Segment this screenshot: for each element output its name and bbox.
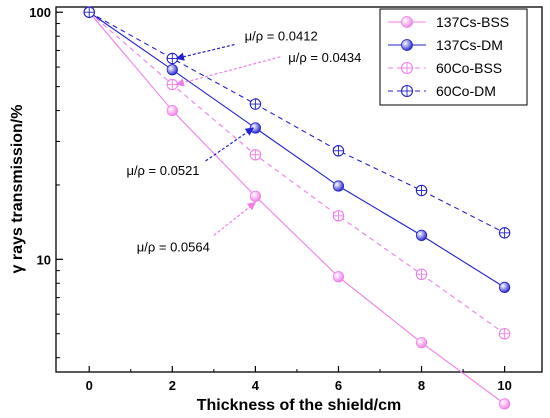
y-tick-label: 10 [37,252,51,267]
legend-item: 137Cs-BSS [388,14,509,30]
data-point [332,145,345,157]
series-layer [83,6,511,410]
series-line [88,11,505,288]
data-point [401,39,413,51]
annotation-arrow [213,201,257,236]
data-point [332,271,345,283]
x-axis: 0 2 4 6 8 10 [86,366,512,393]
legend-item: 60Co-DM [388,83,496,99]
data-point [415,184,428,197]
legend-item: 137Cs-DM [388,37,503,53]
annotation: μ/ρ = 0.0521 [126,127,254,178]
data-point [499,398,511,410]
x-tick-label: 10 [497,378,511,393]
annotation: μ/ρ = 0.0564 [137,201,257,254]
legend-label: 137Cs-BSS [436,14,509,30]
series-60Co-DM [83,6,511,239]
x-axis-title: Thickness of the shield/cm [197,397,402,414]
x-tick-label: 2 [169,378,176,393]
data-point [415,337,428,349]
data-point [166,64,178,76]
x-tick-label: 0 [86,378,93,393]
data-point [400,84,414,98]
annotation: μ/ρ = 0.0412 [175,29,318,61]
legend-label: 137Cs-DM [436,37,503,53]
y-axis: 10 100 [29,5,63,359]
data-point [415,268,428,281]
x-tick-label: 4 [252,378,260,393]
annotation-label: μ/ρ = 0.0412 [245,29,318,44]
data-point [498,227,511,239]
annotation-arrow [175,43,235,61]
annotation-label: μ/ρ = 0.0434 [288,50,361,65]
x-tick-label: 6 [335,378,342,393]
annotation: μ/ρ = 0.0434 [175,50,361,87]
data-point [166,104,178,117]
data-point [401,16,413,28]
annotation-arrow [175,56,281,87]
data-point [415,229,428,241]
annotation-label: μ/ρ = 0.0521 [126,163,199,178]
annotation-arrow [205,127,254,162]
data-point [83,6,95,18]
data-point [166,52,179,65]
data-point [249,98,262,110]
series-line [88,11,505,405]
y-tick-label: 100 [29,5,51,20]
annotation-label: μ/ρ = 0.0564 [137,239,210,254]
legend-label: 60Co-DM [436,83,496,99]
data-point [499,281,511,293]
series-line [88,11,505,234]
data-point [498,327,511,340]
annotation-layer: μ/ρ = 0.0412 μ/ρ = 0.0434 μ/ρ = 0.0521 μ/ρ … [126,29,361,255]
data-point [332,210,345,222]
legend-item: 60Co-BSS [388,60,502,76]
data-point [249,122,261,134]
data-point [249,149,262,161]
legend-label: 60Co-BSS [436,60,502,76]
y-axis-title: γ rays transmission/% [9,105,26,274]
data-point [249,190,261,202]
x-tick-label: 8 [418,378,425,393]
data-point [332,180,345,192]
legend: 137Cs-BSS 137Cs-DM 60Co-BSS 60Co-DM [379,8,528,106]
series-line [88,11,505,335]
data-point [166,78,179,91]
data-point [400,61,414,75]
plot-frame [55,6,543,373]
